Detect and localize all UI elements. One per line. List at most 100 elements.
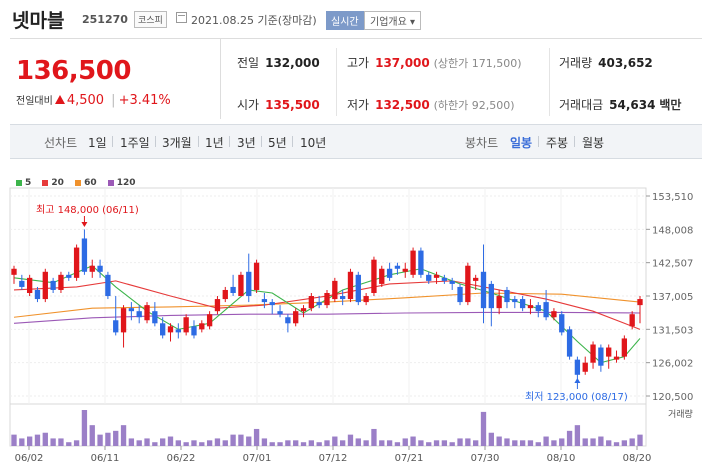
y-tick-label: 120,500 bbox=[652, 392, 693, 403]
candle-body bbox=[113, 320, 119, 333]
candle-body bbox=[480, 271, 487, 309]
volume-bar bbox=[339, 440, 346, 446]
info-grid: 전일 132,000 시가 135,500 고가 137,000 (상한가 171,5… bbox=[221, 39, 702, 119]
line-chart-label: 선차트 bbox=[44, 136, 78, 150]
candle-body bbox=[465, 265, 471, 303]
open-label: 시가 bbox=[237, 98, 260, 112]
candle-body bbox=[199, 323, 205, 330]
open-value: 135,500 bbox=[265, 98, 320, 112]
divider bbox=[10, 38, 702, 39]
volume-bar bbox=[214, 438, 221, 446]
period-3m[interactable]: 3개월 bbox=[162, 136, 192, 150]
volume-bar bbox=[465, 438, 471, 446]
volume-bar bbox=[50, 438, 56, 446]
candle-body bbox=[598, 347, 604, 366]
volume-bar bbox=[410, 436, 416, 446]
candle-body bbox=[582, 362, 588, 372]
candle-body bbox=[637, 299, 643, 306]
volume-bar bbox=[66, 442, 72, 446]
volume-bar bbox=[26, 436, 33, 446]
y-tick-label: 131,503 bbox=[652, 325, 693, 336]
volume-bar bbox=[238, 434, 244, 446]
divider bbox=[229, 136, 230, 147]
candle-body bbox=[105, 274, 111, 297]
candle-body bbox=[73, 247, 80, 278]
candle-body bbox=[629, 314, 635, 327]
candle-body bbox=[426, 274, 432, 281]
period-1d[interactable]: 1일 bbox=[88, 136, 107, 150]
candle-body bbox=[386, 268, 393, 278]
amount-info: 거래대금 54,634 백만 bbox=[559, 96, 681, 113]
volume-bar bbox=[81, 410, 88, 446]
volume-bar bbox=[590, 438, 596, 446]
volume-bar bbox=[246, 436, 252, 446]
candle-body bbox=[363, 296, 369, 303]
amount-label: 거래대금 bbox=[559, 98, 604, 112]
volume-bar bbox=[293, 440, 299, 446]
candle-body bbox=[19, 280, 25, 287]
candle-body bbox=[519, 299, 526, 309]
candle-monthly[interactable]: 월봉 bbox=[582, 136, 605, 150]
candle-body bbox=[527, 305, 534, 309]
volume-bar bbox=[543, 436, 549, 446]
period-1w[interactable]: 1주일 bbox=[120, 136, 150, 150]
candle-body bbox=[238, 274, 244, 297]
volume-bar bbox=[97, 434, 103, 446]
volume-label: 거래량 bbox=[668, 408, 693, 420]
period-10y[interactable]: 10년 bbox=[300, 136, 327, 150]
volume-bar bbox=[355, 438, 361, 446]
volume-bar bbox=[386, 440, 393, 446]
x-tick-label: 07/01 bbox=[243, 453, 272, 464]
candle-body bbox=[136, 311, 142, 318]
volume-bar bbox=[379, 440, 385, 446]
y-tick-label: 137,005 bbox=[652, 292, 693, 303]
change-label: 전일대비 bbox=[16, 96, 53, 107]
volume-bar bbox=[371, 428, 377, 446]
candle-daily[interactable]: 일봉 bbox=[510, 136, 533, 150]
candle-body bbox=[355, 274, 361, 303]
chart-toolbar: 선차트 1일 1주일 3개월 1년 3년 5년 10년 봉차트 일봉 주봉 월봉 bbox=[10, 124, 702, 159]
volume-bar bbox=[433, 440, 440, 446]
volume-bar bbox=[629, 438, 635, 446]
company-overview-button[interactable]: 기업개요 ▾ bbox=[364, 11, 422, 30]
x-tick-label: 07/12 bbox=[319, 453, 348, 464]
candle-body bbox=[473, 277, 479, 281]
candle-body bbox=[81, 238, 88, 272]
candle-body bbox=[191, 326, 197, 336]
realtime-button[interactable]: 실시간 bbox=[326, 11, 364, 30]
volume-bar bbox=[222, 440, 228, 446]
volume-bar bbox=[551, 440, 557, 446]
volume-bar bbox=[426, 442, 432, 446]
volume-bar bbox=[441, 440, 448, 446]
divider bbox=[574, 136, 575, 147]
legend-swatch bbox=[75, 179, 82, 186]
candle-body bbox=[230, 286, 236, 294]
volume-bar bbox=[285, 440, 291, 446]
volume-bar bbox=[496, 436, 502, 446]
volume-bar bbox=[11, 434, 17, 446]
volume-bar bbox=[206, 440, 213, 446]
candle-body bbox=[269, 302, 275, 306]
volume-bar bbox=[598, 436, 604, 446]
candle-body bbox=[324, 293, 330, 306]
y-tick-label: 142,507 bbox=[652, 259, 693, 270]
divider bbox=[538, 136, 539, 147]
candle-body bbox=[551, 311, 557, 318]
candle-body bbox=[144, 305, 150, 321]
candle-body bbox=[339, 296, 346, 300]
candle-body bbox=[332, 280, 338, 300]
ma-legend: 5 20 60 120 bbox=[16, 178, 144, 188]
prev-close: 전일 132,000 bbox=[237, 54, 320, 71]
period-1y[interactable]: 1년 bbox=[205, 136, 224, 150]
candle-body bbox=[285, 317, 291, 324]
volume-bar bbox=[144, 438, 150, 446]
divider bbox=[292, 136, 293, 147]
period-5y[interactable]: 5년 bbox=[268, 136, 287, 150]
volume-bar bbox=[574, 425, 581, 446]
period-3y[interactable]: 3년 bbox=[237, 136, 256, 150]
legend-ma5: 5 bbox=[16, 178, 31, 188]
volume-bar bbox=[559, 438, 565, 446]
volume-bar bbox=[566, 430, 573, 446]
volume-bar bbox=[120, 425, 127, 446]
candle-weekly[interactable]: 주봉 bbox=[546, 136, 569, 150]
